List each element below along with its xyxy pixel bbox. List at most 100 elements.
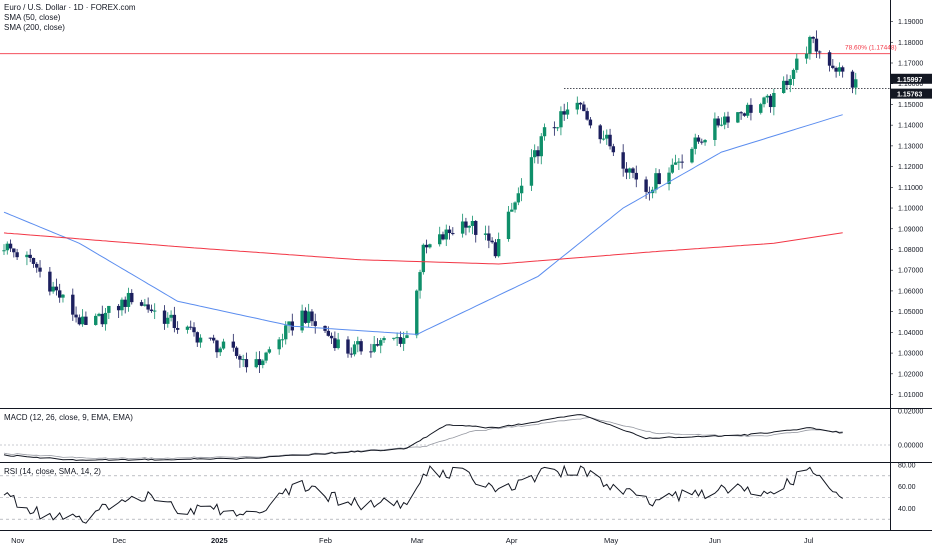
candle-body[interactable] (231, 341, 236, 348)
candle-body[interactable] (152, 310, 157, 312)
candle-body[interactable] (654, 173, 658, 190)
candle-body[interactable] (424, 244, 429, 248)
sma50-line[interactable] (3, 114, 843, 335)
candle-body[interactable] (395, 337, 399, 339)
candle-body[interactable] (71, 294, 75, 315)
candle-body[interactable] (12, 248, 16, 253)
candle-body[interactable] (634, 172, 638, 180)
candle-body[interactable] (375, 344, 380, 346)
candle-body[interactable] (415, 290, 419, 336)
candle-body[interactable] (303, 310, 308, 323)
candle-body[interactable] (107, 305, 111, 313)
candle-body[interactable] (369, 351, 373, 353)
candle-body[interactable] (100, 313, 104, 325)
candle-body[interactable] (61, 294, 65, 298)
candle-body[interactable] (146, 304, 150, 310)
candle-body[interactable] (2, 250, 6, 252)
candle-body[interactable] (241, 359, 245, 361)
candle-body[interactable] (451, 233, 455, 235)
candle-body[interactable] (352, 344, 357, 355)
macd-signal-line[interactable] (3, 417, 843, 460)
candle-body[interactable] (162, 310, 167, 324)
candle-body[interactable] (490, 240, 494, 243)
candle-body[interactable] (329, 335, 334, 339)
candle-body[interactable] (254, 359, 258, 368)
candle-body[interactable] (54, 286, 59, 291)
candle-body[interactable] (713, 118, 717, 140)
candle-body[interactable] (670, 164, 675, 173)
candle-body[interactable] (834, 67, 838, 72)
candle-body[interactable] (582, 104, 586, 112)
candle-body[interactable] (536, 150, 540, 157)
candle-body[interactable] (346, 339, 350, 354)
sma50-legend[interactable]: SMA (50, close) (4, 13, 61, 22)
candle-body[interactable] (667, 172, 671, 185)
candle-body[interactable] (781, 80, 786, 94)
candle-body[interactable] (608, 134, 612, 147)
candle-body[interactable] (264, 352, 268, 361)
candle-body[interactable] (562, 111, 566, 115)
candle-body[interactable] (788, 78, 792, 85)
candle-body[interactable] (598, 125, 602, 140)
candle-body[interactable] (850, 71, 855, 88)
candle-body[interactable] (804, 53, 809, 59)
candle-body[interactable] (57, 290, 62, 298)
candle-body[interactable] (483, 233, 488, 235)
candle-body[interactable] (421, 244, 426, 273)
candle-body[interactable] (211, 337, 216, 341)
candle-body[interactable] (359, 341, 363, 352)
rsi-pane[interactable] (0, 464, 890, 524)
candle-body[interactable] (25, 254, 29, 258)
candle-body[interactable] (356, 341, 360, 345)
candle-body[interactable] (555, 127, 560, 129)
candle-body[interactable] (519, 185, 524, 194)
candle-body[interactable] (77, 317, 82, 325)
candle-body[interactable] (172, 314, 177, 328)
candle-body[interactable] (143, 304, 147, 306)
candle-body[interactable] (739, 112, 743, 114)
candle-body[interactable] (120, 299, 124, 311)
price-pane[interactable]: 78.60% (1.17448) (0, 30, 897, 374)
candle-body[interactable] (372, 344, 376, 352)
candle-body[interactable] (690, 148, 694, 163)
candle-body[interactable] (539, 136, 543, 157)
candle-body[interactable] (441, 234, 445, 240)
candle-body[interactable] (696, 137, 701, 142)
candle-body[interactable] (575, 102, 579, 110)
candle-body[interactable] (195, 332, 199, 343)
price-badge[interactable] (891, 88, 932, 99)
candle-body[interactable] (578, 102, 583, 105)
candle-body[interactable] (673, 162, 678, 165)
candle-body[interactable] (130, 292, 134, 303)
candle-body[interactable] (326, 330, 331, 336)
candle-body[interactable] (749, 104, 753, 113)
sma200-legend[interactable]: SMA (200, close) (4, 23, 65, 32)
candle-body[interactable] (680, 161, 684, 163)
candle-body[interactable] (447, 229, 452, 234)
rsi-line[interactable] (3, 464, 843, 524)
candle-body[interactable] (529, 157, 534, 186)
candle-body[interactable] (785, 80, 789, 85)
candle-body[interactable] (382, 338, 386, 341)
candle-body[interactable] (31, 257, 36, 264)
candle-body[interactable] (166, 317, 170, 324)
candle-body[interactable] (506, 211, 511, 240)
candle-body[interactable] (5, 243, 9, 251)
candle-body[interactable] (827, 52, 832, 66)
candle-body[interactable] (736, 112, 740, 123)
candle-body[interactable] (723, 116, 727, 125)
candle-body[interactable] (80, 316, 85, 325)
candle-body[interactable] (310, 311, 314, 322)
candle-body[interactable] (221, 341, 226, 349)
candle-body[interactable] (392, 337, 396, 339)
candle-body[interactable] (611, 146, 616, 153)
candle-body[interactable] (336, 339, 340, 349)
candle-body[interactable] (139, 302, 144, 306)
candle-body[interactable] (306, 311, 311, 323)
candle-body[interactable] (349, 353, 353, 355)
candle-body[interactable] (418, 272, 422, 291)
candle-body[interactable] (487, 233, 491, 241)
candle-body[interactable] (745, 104, 750, 116)
candle-body[interactable] (513, 202, 517, 210)
